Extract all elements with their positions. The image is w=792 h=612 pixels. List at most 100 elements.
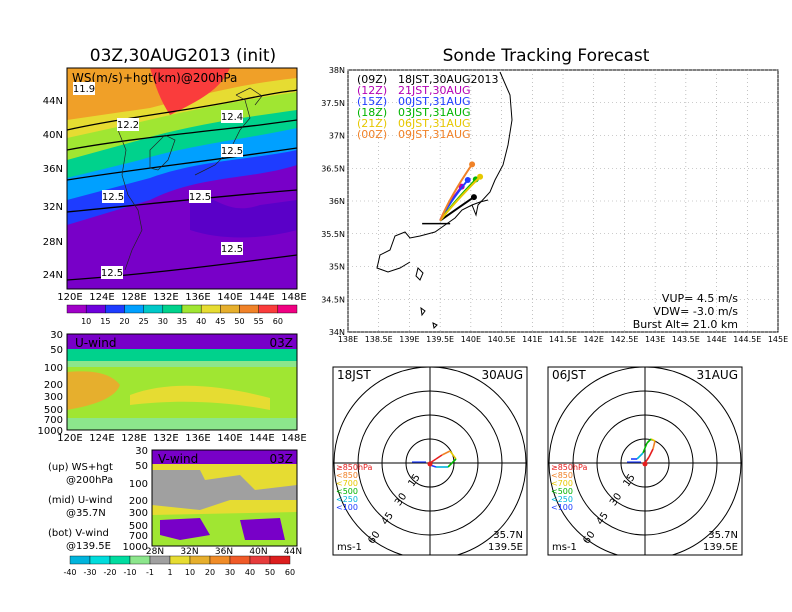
contour-label-bg (73, 82, 95, 95)
contour-label-bg (189, 190, 211, 203)
colorbar-tick: 10 (185, 568, 195, 577)
lon-tick-label: 120E (57, 292, 82, 303)
v-lat-axis: 28N 32N 36N 40N 44N (146, 547, 302, 557)
hodograph-date: 30AUG (481, 368, 523, 382)
colorbar-swatch (220, 304, 240, 314)
track-legend-label: 03JST,31AUG (398, 106, 471, 119)
colorbar-tick: 30 (225, 568, 235, 577)
lat-tick-label: 24N (43, 270, 63, 281)
lat-tick-label: 44N (284, 547, 302, 557)
hodograph-level-label: <700 (551, 479, 573, 488)
hodograph-segment (652, 440, 656, 450)
hodograph-segment (447, 458, 457, 468)
lat-tick-label: 37.5N (321, 99, 345, 108)
lon-tick-label: 144E (249, 292, 274, 303)
lat-tick-label: 34.5N (321, 295, 345, 304)
lon-tick-label: 140E (217, 292, 242, 303)
track-legend-tag: (00Z) (357, 128, 387, 141)
hodograph-unit: ms-1 (337, 542, 362, 553)
ws-contour-labels: 11.9 12.2 12.4 12.5 12.5 12.5 12.5 12.5 (73, 82, 243, 279)
pressure-tick-label: 700 (44, 415, 63, 426)
contour-label: 12.4 (221, 112, 243, 123)
contour-label: 12.5 (221, 146, 243, 157)
lon-tick-label: 143.5E (672, 335, 700, 344)
lon-tick-label: 143E (645, 335, 665, 344)
hodograph-origin (642, 461, 648, 467)
lat-tick-label: 28N (43, 237, 63, 248)
lat-tick-label: 40N (43, 130, 63, 141)
track-legend-tag: (15Z) (357, 95, 387, 108)
contour-label-bg (117, 118, 139, 131)
colorbar-swatch (89, 555, 111, 565)
v-wind-label: V-wind (158, 452, 198, 466)
vdw-text: VDW= -3.0 m/s (653, 305, 738, 318)
pressure-tick-label: 300 (129, 508, 148, 519)
hodograph-time: 06JST (552, 368, 586, 382)
pressure-tick-label: 100 (129, 479, 148, 490)
colorbar-tick: 20 (205, 568, 215, 577)
lat-tick-label: 36N (43, 164, 63, 175)
colorbar-tick: 60 (273, 317, 283, 326)
hodograph-level-label: ≥850hPa (336, 463, 373, 472)
hodograph-lon: 139.5E (488, 542, 523, 553)
track-legend: (09Z) 18JST,30AUG2013 (12Z) 21JST,30AUG (15Z… (357, 73, 499, 141)
burst-alt-text: Burst Alt= 21.0 km (633, 318, 738, 331)
hodograph-lat: 35.7N (708, 530, 738, 541)
hodograph-18jst: 18JST 30AUG35.7N139.5Ems-115304560≥850hPa… (332, 366, 528, 556)
pressure-tick-label: 200 (44, 380, 63, 391)
lat-tick-label: 32N (43, 202, 63, 213)
lat-tick-label: 32N (180, 547, 198, 557)
hodograph-segment (646, 438, 652, 444)
colorbar-swatch (109, 555, 131, 565)
track-legend-tag: (12Z) (357, 84, 387, 97)
contour-label-bg (221, 144, 243, 157)
colorbar-swatch (269, 555, 291, 565)
lat-tick-label: 36N (329, 197, 345, 206)
contour-label: 12.5 (189, 192, 211, 203)
left-title: 03Z,30AUG2013 (init) (90, 46, 276, 66)
pressure-tick-label: 50 (135, 461, 148, 472)
hodograph-lon: 139.5E (703, 542, 738, 553)
track-legend-tag: (09Z) (357, 73, 387, 86)
colorbar-tick: 20 (119, 317, 129, 326)
contour-label: 12.5 (101, 268, 123, 279)
hodograph-level-label: <500 (336, 487, 358, 496)
sonde-track-line (439, 176, 481, 222)
colorbar-swatch (181, 304, 202, 314)
pressure-tick-label: 300 (44, 392, 63, 403)
colorbar-swatch (162, 304, 183, 314)
colorbar-tick: 60 (285, 568, 295, 577)
colorbar-tick: 50 (265, 568, 275, 577)
sonde-end-point (469, 161, 476, 168)
lon-tick-label: 141E (522, 335, 542, 344)
ws-colorbar: 10 15 20 25 30 35 40 45 50 55 60 (66, 304, 298, 326)
lon-tick-label: 140E (461, 335, 481, 344)
track-legend-label: 21JST,30AUG (398, 84, 471, 97)
sonde-end-point (464, 177, 471, 184)
track-lat-axis: 38N 37.5N 37N 36.5N 36N 35.5N 35N 34.5N 34N (321, 66, 345, 337)
contour-label-bg (221, 110, 243, 123)
vup-text: VUP= 4.5 m/s (662, 292, 738, 305)
track-legend-tag: (21Z) (357, 117, 387, 130)
colorbar-swatch (124, 304, 144, 314)
track-legend-label: 18JST,30AUG2013 (398, 73, 499, 86)
legend-up-line2: @200hPa (66, 475, 113, 486)
colorbar-swatch (85, 304, 106, 314)
contour-label: 11.9 (73, 84, 95, 95)
lon-tick-label: 128E (121, 433, 146, 444)
lon-tick-label: 139.5E (426, 335, 454, 344)
contour-label-bg (101, 266, 123, 279)
hodograph-06jst: 06JST 31AUG35.7N139.5Ems-115304560≥850hPa… (547, 366, 743, 556)
colorbar-tick: 10 (81, 317, 91, 326)
colorbar-swatch (229, 555, 251, 565)
hodograph-segment (648, 448, 654, 458)
ws-panel-label: WS(m/s)+hgt(km)@200hPa (72, 71, 237, 85)
contour-label-bg (102, 190, 124, 203)
track-lon-axis: 138E 138.5E 139E 139.5E 140E 140.5E 141E 141.5E… (338, 335, 788, 344)
colorbar-swatch (66, 304, 87, 314)
hodograph-segment (449, 450, 457, 460)
colorbar-swatch (169, 555, 191, 565)
lon-tick-label: 148E (281, 292, 306, 303)
hodograph-date: 31AUG (696, 368, 738, 382)
